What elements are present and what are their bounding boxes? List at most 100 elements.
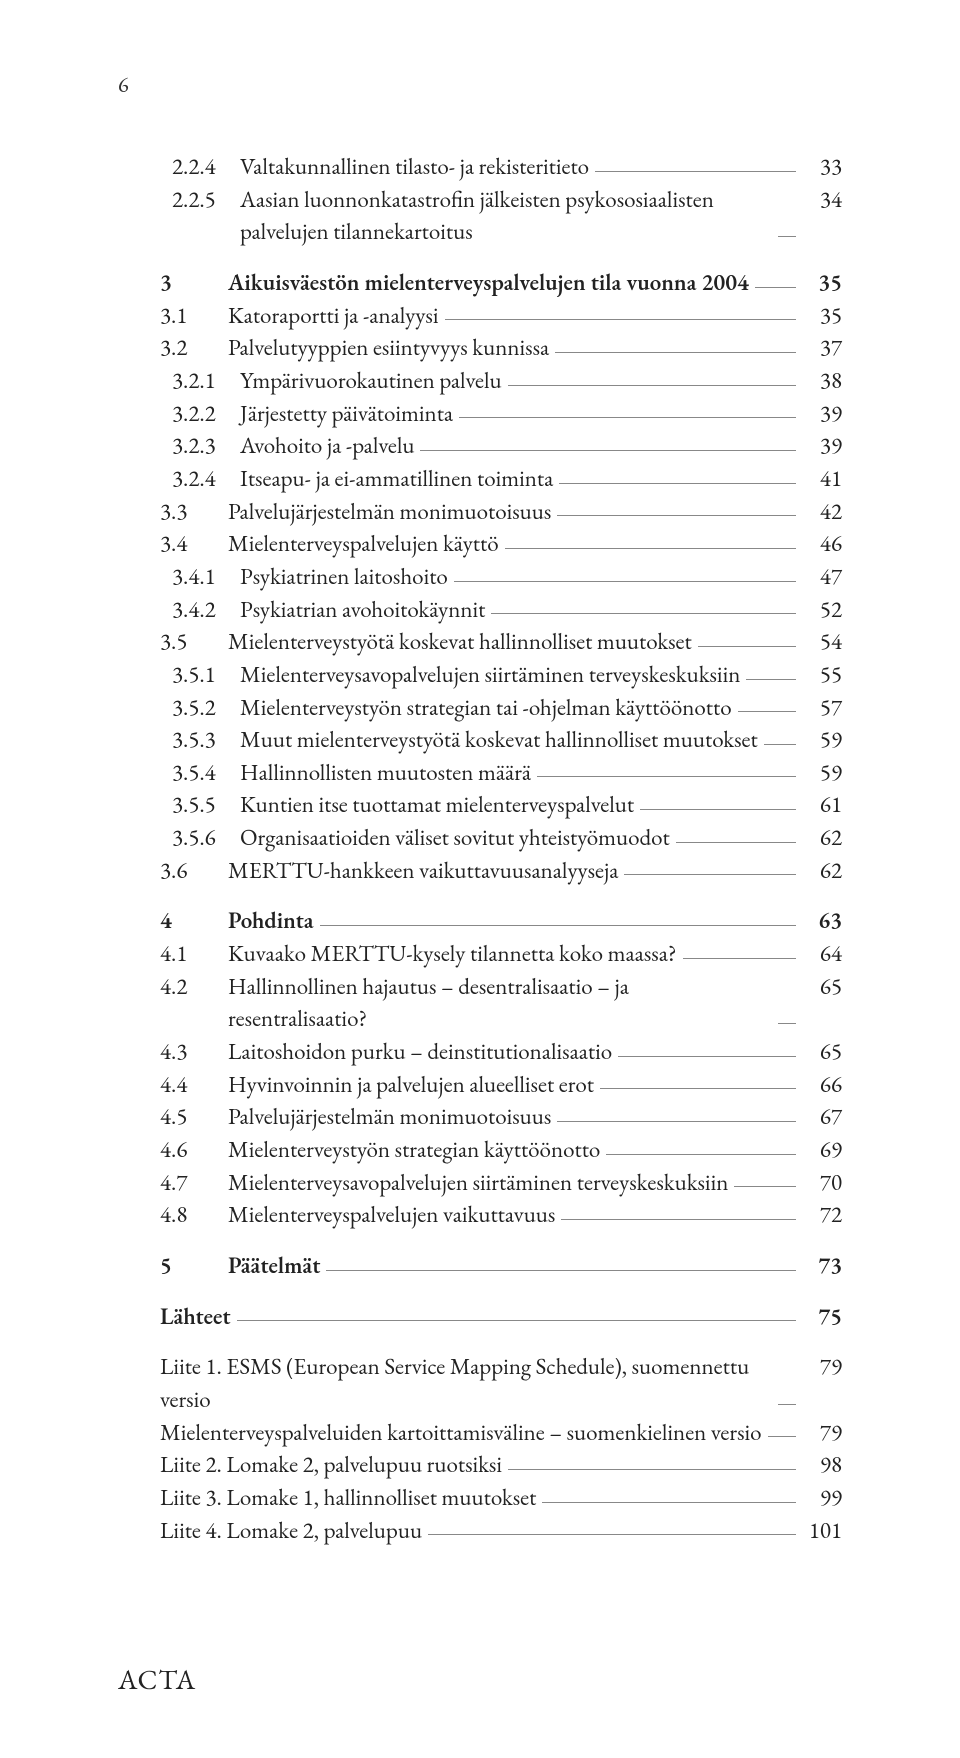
toc-number: 3.2.4 xyxy=(160,462,240,495)
toc-page: 70 xyxy=(802,1166,842,1199)
toc-leader xyxy=(640,809,796,810)
toc-page: 67 xyxy=(802,1100,842,1133)
toc-row: 3.6MERTTU-hankkeen vaikuttavuusanalyysej… xyxy=(160,854,842,887)
toc-page: 75 xyxy=(802,1300,842,1333)
toc-number: 3.4.1 xyxy=(160,560,240,593)
toc-leader xyxy=(778,1023,796,1024)
toc-number: 3.2.3 xyxy=(160,429,240,462)
toc-row: 3.5.2Mielenterveystyön strategian tai -o… xyxy=(160,691,842,724)
toc-row: 3.2.2Järjestetty päivätoiminta 39 xyxy=(160,397,842,430)
toc-row: 4.3Laitoshoidon purku – deinstitutionali… xyxy=(160,1035,842,1068)
toc-title: Hallinnollinen hajautus – desentralisaat… xyxy=(228,970,772,1035)
toc-number: 3.3 xyxy=(160,495,228,528)
toc-leader xyxy=(778,1404,796,1405)
toc-row: 4.2Hallinnollinen hajautus – desentralis… xyxy=(160,970,842,1035)
page-number: 6 xyxy=(118,70,129,99)
toc-page: 61 xyxy=(802,788,842,821)
toc-title: Itseapu- ja ei-ammatillinen toiminta xyxy=(240,462,553,495)
toc-page: 63 xyxy=(802,904,842,937)
toc-title: Hyvinvoinnin ja palvelujen alueelliset e… xyxy=(228,1068,594,1101)
toc-title: Liite 1. ESMS (European Service Mapping … xyxy=(160,1350,772,1415)
footer-brand: ACTA xyxy=(118,1662,196,1698)
toc-number: 3.1 xyxy=(160,299,228,332)
toc-page: 41 xyxy=(802,462,842,495)
toc-title: Palvelujärjestelmän monimuotoisuus xyxy=(228,495,551,528)
toc-leader xyxy=(491,613,796,614)
toc-page: 35 xyxy=(802,266,842,299)
toc-title: Palvelutyyppien esiintyvyys kunnissa xyxy=(228,331,549,364)
toc-row: 5Päätelmät73 xyxy=(160,1249,842,1282)
toc-leader xyxy=(698,646,796,647)
toc-row: Liite 3. Lomake 1, hallinnolliset muutok… xyxy=(160,1481,842,1514)
toc-title: Lähteet xyxy=(160,1300,231,1333)
toc-number: 3.5 xyxy=(160,625,228,658)
toc-title: Avohoito ja -palvelu xyxy=(240,429,414,462)
toc-title: Mielenterveystyön strategian tai -ohjelm… xyxy=(240,691,732,724)
toc-leader xyxy=(746,679,796,680)
toc-page: 39 xyxy=(802,397,842,430)
toc-title: Laitoshoidon purku – deinstitutionalisaa… xyxy=(228,1035,612,1068)
toc-page: 65 xyxy=(802,970,842,1003)
toc-leader xyxy=(542,1502,796,1503)
toc-leader xyxy=(237,1320,796,1321)
toc-page: 42 xyxy=(802,495,842,528)
toc-number: 3.2.2 xyxy=(160,397,240,430)
toc-page: 62 xyxy=(802,854,842,887)
toc-title: Järjestetty päivätoiminta xyxy=(240,397,453,430)
toc-number: 3.6 xyxy=(160,854,228,887)
toc-title: Mielenterveyspalvelujen vaikuttavuus xyxy=(228,1198,555,1231)
toc-page: 38 xyxy=(802,364,842,397)
toc-leader xyxy=(559,483,796,484)
toc-title: Psykiatrinen laitoshoito xyxy=(240,560,448,593)
toc-leader xyxy=(561,1219,796,1220)
toc-number: 4.5 xyxy=(160,1100,228,1133)
toc-title: Liite 4. Lomake 2, palvelupuu xyxy=(160,1514,422,1547)
toc-number: 4.3 xyxy=(160,1035,228,1068)
toc-row: 3.2Palvelutyyppien esiintyvyys kunnissa3… xyxy=(160,331,842,364)
toc-number: 3.5.5 xyxy=(160,788,240,821)
toc-number: 3.5.4 xyxy=(160,756,240,789)
toc-number: 3 xyxy=(160,266,228,299)
toc-page: 73 xyxy=(802,1249,842,1282)
toc-page: 65 xyxy=(802,1035,842,1068)
toc-number: 2.2.5 xyxy=(160,183,240,216)
toc-title: Valtakunnallinen tilasto- ja rekisteriti… xyxy=(240,150,589,183)
toc-leader xyxy=(764,744,796,745)
toc-number: 4.8 xyxy=(160,1198,228,1231)
toc-row: 3.2.4Itseapu- ja ei-ammatillinen toimint… xyxy=(160,462,842,495)
toc-page: 34 xyxy=(802,183,842,216)
toc-page: 99 xyxy=(802,1481,842,1514)
toc-page: 33 xyxy=(802,150,842,183)
toc-row: 4.1Kuvaako MERTTU-kysely tilannetta koko… xyxy=(160,937,842,970)
toc-row: 2.2.4Valtakunnallinen tilasto- ja rekist… xyxy=(160,150,842,183)
toc-row: 4.7Mielenterveysavopalvelujen siirtämine… xyxy=(160,1166,842,1199)
toc-leader xyxy=(618,1056,796,1057)
toc-title: Mielenterveyspalveluiden kartoittamisväl… xyxy=(160,1416,762,1449)
toc-number: 3.4.2 xyxy=(160,593,240,626)
toc-page: 35 xyxy=(802,299,842,332)
toc-leader xyxy=(508,1469,796,1470)
toc-row: 4.5Palvelujärjestelmän monimuotoisuus67 xyxy=(160,1100,842,1133)
toc-row: 3.4.1Psykiatrinen laitoshoito47 xyxy=(160,560,842,593)
toc-leader xyxy=(320,925,796,926)
toc-number: 4.1 xyxy=(160,937,228,970)
toc-number: 3.5.6 xyxy=(160,821,240,854)
toc-leader xyxy=(755,287,796,288)
toc-page: 66 xyxy=(802,1068,842,1101)
toc-row: 3.4Mielenterveyspalvelujen käyttö46 xyxy=(160,527,842,560)
toc-page: 59 xyxy=(802,756,842,789)
toc-page: 54 xyxy=(802,625,842,658)
toc-leader xyxy=(420,450,796,451)
toc-row: Liite 1. ESMS (European Service Mapping … xyxy=(160,1350,842,1415)
toc-leader xyxy=(454,581,796,582)
toc-title: Liite 2. Lomake 2, palvelupuu ruotsiksi xyxy=(160,1448,502,1481)
toc-leader xyxy=(734,1186,796,1187)
toc-page: 55 xyxy=(802,658,842,691)
toc-leader xyxy=(505,548,796,549)
toc-title: Aasian luonnonkatastrofin jälkeisten psy… xyxy=(240,183,772,248)
toc-page: 79 xyxy=(802,1350,842,1383)
toc-row: 3.2.1Ympärivuorokautinen palvelu38 xyxy=(160,364,842,397)
toc-row: 3.3Palvelujärjestelmän monimuotoisuus 42 xyxy=(160,495,842,528)
toc-page: 52 xyxy=(802,593,842,626)
toc-leader xyxy=(600,1088,796,1089)
